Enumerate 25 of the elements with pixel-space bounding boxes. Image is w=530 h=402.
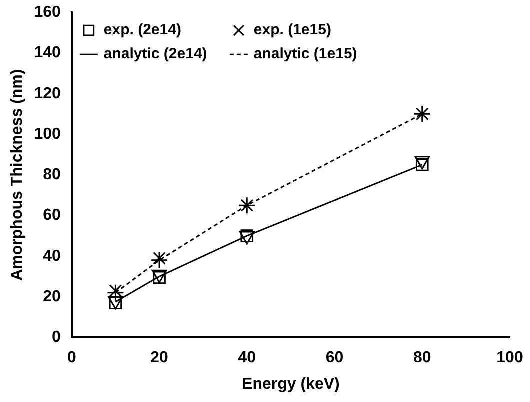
legend-label: analytic (2e14)	[104, 46, 208, 63]
x-tick-label: 60	[326, 350, 344, 367]
y-tick-label: 40	[43, 248, 61, 265]
y-tick-label: 20	[43, 288, 61, 306]
point	[150, 252, 168, 270]
point	[109, 284, 122, 298]
y-tick-label: 0	[52, 329, 61, 346]
x-tick-label: 100	[496, 350, 524, 367]
legend-label: analytic (1e15)	[254, 46, 358, 63]
x-tick-label: 40	[238, 350, 256, 367]
x-tick-label: 80	[413, 350, 432, 367]
legend-label: exp. (1e15)	[254, 22, 332, 39]
y-tick-label: 160	[34, 4, 61, 22]
y-tick-label: 120	[34, 85, 61, 102]
y-tick-label: 60	[43, 207, 61, 224]
x-tick-label: 20	[150, 350, 169, 367]
legend-label: exp. (2e14)	[104, 22, 182, 39]
y-tick-label: 100	[34, 126, 61, 143]
y-axis-title: Amorphous Thickness (nm)	[9, 69, 26, 281]
point	[240, 230, 254, 242]
y-tick-label: 80	[43, 166, 61, 184]
point	[153, 252, 166, 265]
x-axis-title: Energy (keV)	[242, 376, 340, 393]
y-tick-label: 140	[34, 44, 61, 62]
x-tick-label: 0	[67, 350, 76, 367]
